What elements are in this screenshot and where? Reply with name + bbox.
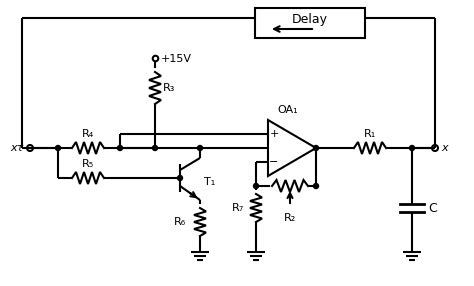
Circle shape [198,146,202,150]
Text: R₅: R₅ [82,159,94,169]
Text: R₇: R₇ [232,203,244,213]
Text: x: x [441,143,447,153]
Text: R₆: R₆ [174,217,186,227]
Circle shape [153,146,157,150]
Text: OA₁: OA₁ [278,105,298,115]
Circle shape [410,146,414,150]
Text: xτ: xτ [10,143,24,153]
Text: R₄: R₄ [82,129,94,139]
Text: R₃: R₃ [163,83,175,93]
Text: +: + [269,129,279,139]
Text: Delay: Delay [292,13,328,25]
Circle shape [254,184,258,188]
Circle shape [118,146,122,150]
Text: T₁: T₁ [204,177,215,187]
Circle shape [177,176,182,180]
Text: C: C [428,202,437,214]
Text: R₁: R₁ [364,129,376,139]
Text: R₂: R₂ [284,213,296,223]
Circle shape [313,184,319,188]
Text: −: − [269,157,279,167]
Bar [255,8,365,38]
Text: +15V: +15V [161,54,192,64]
Circle shape [313,146,319,150]
Circle shape [55,146,61,150]
